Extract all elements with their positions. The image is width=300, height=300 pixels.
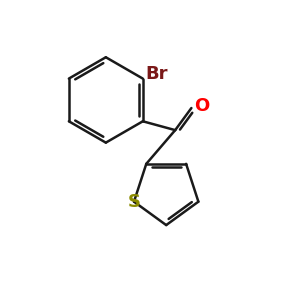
Text: O: O bbox=[194, 97, 209, 115]
Text: Br: Br bbox=[146, 65, 168, 83]
Text: S: S bbox=[128, 193, 140, 211]
